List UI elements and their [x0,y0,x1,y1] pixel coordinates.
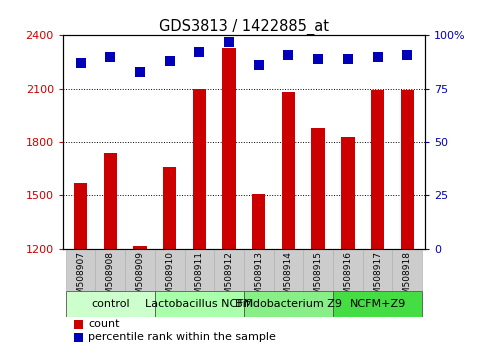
Text: count: count [88,319,120,329]
Bar [104,153,117,249]
Bar [312,128,325,249]
Text: GSM508912: GSM508912 [225,251,234,306]
Bar [96,249,125,291]
Bar [303,249,333,291]
Text: GSM508915: GSM508915 [313,251,323,306]
Bar [163,167,176,249]
Text: GSM508909: GSM508909 [136,251,144,306]
Bar [74,183,87,249]
Text: percentile rank within the sample: percentile rank within the sample [88,332,276,342]
Text: GSM508918: GSM508918 [403,251,412,306]
Point [314,56,322,62]
Bar [155,249,185,291]
Bar [214,249,244,291]
Point [344,56,352,62]
Text: NCFM+Z9: NCFM+Z9 [349,299,406,309]
Bar [222,48,236,249]
Text: GSM508916: GSM508916 [343,251,352,306]
Bar [73,333,83,342]
Bar [333,249,363,291]
Bar [125,249,155,291]
Point [136,69,144,74]
Title: GDS3813 / 1422885_at: GDS3813 / 1422885_at [159,19,329,35]
Bar [333,291,422,317]
Text: Lactobacillus NCFM: Lactobacillus NCFM [145,299,254,309]
Bar [66,249,96,291]
Bar [155,291,244,317]
Text: GSM508908: GSM508908 [106,251,115,306]
Bar [244,291,333,317]
Point [284,52,292,57]
Point [106,54,114,59]
Point [403,52,411,57]
Bar [244,249,273,291]
Text: control: control [91,299,129,309]
Point [196,50,203,55]
Bar [193,89,206,249]
Bar [341,137,355,249]
Bar [73,320,83,329]
Text: GSM508913: GSM508913 [254,251,263,306]
Bar [273,249,303,291]
Point [225,39,233,45]
Bar [371,91,384,249]
Text: GSM508911: GSM508911 [195,251,204,306]
Bar [392,249,422,291]
Text: Bifidobacterium Z9: Bifidobacterium Z9 [235,299,342,309]
Bar [282,92,295,249]
Point [77,60,85,66]
Point [255,62,263,68]
Bar [66,291,155,317]
Text: GSM508910: GSM508910 [165,251,174,306]
Bar [133,246,147,249]
Point [374,54,382,59]
Bar [252,194,266,249]
Bar [400,91,414,249]
Bar [363,249,392,291]
Point [166,58,173,64]
Text: GSM508907: GSM508907 [76,251,85,306]
Text: GSM508914: GSM508914 [284,251,293,306]
Text: GSM508917: GSM508917 [373,251,382,306]
Bar [185,249,214,291]
